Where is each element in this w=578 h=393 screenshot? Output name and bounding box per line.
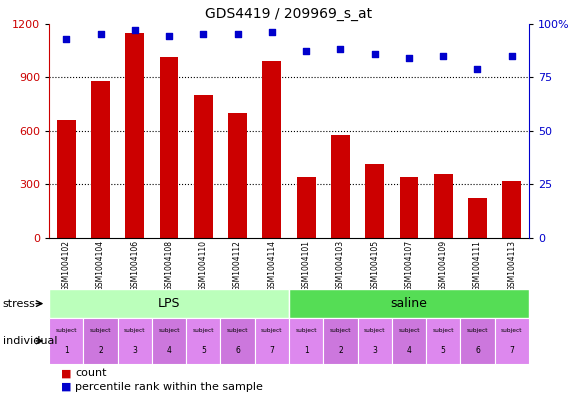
Title: GDS4419 / 209969_s_at: GDS4419 / 209969_s_at xyxy=(205,7,373,21)
Bar xyxy=(152,318,186,364)
Bar xyxy=(495,318,529,364)
Bar xyxy=(49,289,289,318)
Bar xyxy=(220,318,255,364)
Text: 3: 3 xyxy=(132,346,137,355)
Text: GSM1004102: GSM1004102 xyxy=(62,240,71,291)
Bar xyxy=(186,318,220,364)
Text: GSM1004107: GSM1004107 xyxy=(405,240,413,292)
Bar xyxy=(399,177,418,238)
Text: ■: ■ xyxy=(61,368,71,378)
Text: 4: 4 xyxy=(166,346,172,355)
Text: 7: 7 xyxy=(509,346,514,355)
Bar xyxy=(289,318,323,364)
Point xyxy=(164,33,173,40)
Point xyxy=(130,27,139,33)
Bar xyxy=(323,318,358,364)
Bar xyxy=(49,318,83,364)
Text: GSM1004101: GSM1004101 xyxy=(302,240,310,291)
Text: GSM1004112: GSM1004112 xyxy=(233,240,242,291)
Text: subject: subject xyxy=(261,329,283,334)
Bar xyxy=(297,177,316,238)
Text: subject: subject xyxy=(329,329,351,334)
Bar xyxy=(460,318,495,364)
Text: count: count xyxy=(75,368,106,378)
Text: GSM1004103: GSM1004103 xyxy=(336,240,345,292)
Bar xyxy=(91,81,110,238)
Point xyxy=(473,65,482,72)
Text: subject: subject xyxy=(501,329,523,334)
Text: GSM1004108: GSM1004108 xyxy=(165,240,173,291)
Point xyxy=(96,31,105,37)
Bar xyxy=(468,198,487,238)
Text: GSM1004113: GSM1004113 xyxy=(507,240,516,291)
Point xyxy=(370,50,379,57)
Text: subject: subject xyxy=(295,329,317,334)
Bar xyxy=(160,57,179,238)
Point xyxy=(233,31,242,37)
Text: stress: stress xyxy=(3,299,36,309)
Bar xyxy=(502,181,521,238)
Bar xyxy=(392,318,426,364)
Bar xyxy=(125,33,144,238)
Bar xyxy=(228,113,247,238)
Point xyxy=(439,53,448,59)
Point xyxy=(302,48,311,55)
Bar xyxy=(255,318,289,364)
Text: GSM1004114: GSM1004114 xyxy=(268,240,276,291)
Bar xyxy=(365,164,384,238)
Text: subject: subject xyxy=(466,329,488,334)
Text: subject: subject xyxy=(432,329,454,334)
Bar xyxy=(83,318,118,364)
Bar xyxy=(434,173,453,238)
Text: subject: subject xyxy=(124,329,146,334)
Text: GSM1004105: GSM1004105 xyxy=(370,240,379,292)
Text: subject: subject xyxy=(398,329,420,334)
Text: 6: 6 xyxy=(235,346,240,355)
Bar xyxy=(289,289,529,318)
Point xyxy=(199,31,208,37)
Text: 5: 5 xyxy=(441,346,446,355)
Text: ■: ■ xyxy=(61,382,71,392)
Point xyxy=(62,35,71,42)
Text: 2: 2 xyxy=(98,346,103,355)
Text: GSM1004111: GSM1004111 xyxy=(473,240,482,291)
Text: subject: subject xyxy=(192,329,214,334)
Text: 3: 3 xyxy=(372,346,377,355)
Text: LPS: LPS xyxy=(158,297,180,310)
Text: saline: saline xyxy=(391,297,427,310)
Text: 6: 6 xyxy=(475,346,480,355)
Text: 4: 4 xyxy=(406,346,412,355)
Bar xyxy=(118,318,152,364)
Text: 2: 2 xyxy=(338,346,343,355)
Text: 7: 7 xyxy=(269,346,275,355)
Text: subject: subject xyxy=(227,329,249,334)
Bar xyxy=(194,95,213,238)
Bar xyxy=(358,318,392,364)
Bar xyxy=(426,318,460,364)
Text: GSM1004110: GSM1004110 xyxy=(199,240,208,291)
Point xyxy=(267,29,276,35)
Point xyxy=(507,53,516,59)
Text: subject: subject xyxy=(55,329,77,334)
Point xyxy=(405,55,414,61)
Text: GSM1004109: GSM1004109 xyxy=(439,240,448,292)
Text: 5: 5 xyxy=(201,346,206,355)
Text: GSM1004104: GSM1004104 xyxy=(96,240,105,292)
Point xyxy=(336,46,345,52)
Text: subject: subject xyxy=(90,329,112,334)
Text: percentile rank within the sample: percentile rank within the sample xyxy=(75,382,263,392)
Text: 1: 1 xyxy=(64,346,69,355)
Text: subject: subject xyxy=(364,329,386,334)
Bar xyxy=(331,135,350,238)
Text: individual: individual xyxy=(3,336,57,346)
Bar xyxy=(262,61,281,238)
Bar xyxy=(57,120,76,238)
Text: GSM1004106: GSM1004106 xyxy=(130,240,139,292)
Text: subject: subject xyxy=(158,329,180,334)
Text: 1: 1 xyxy=(304,346,309,355)
